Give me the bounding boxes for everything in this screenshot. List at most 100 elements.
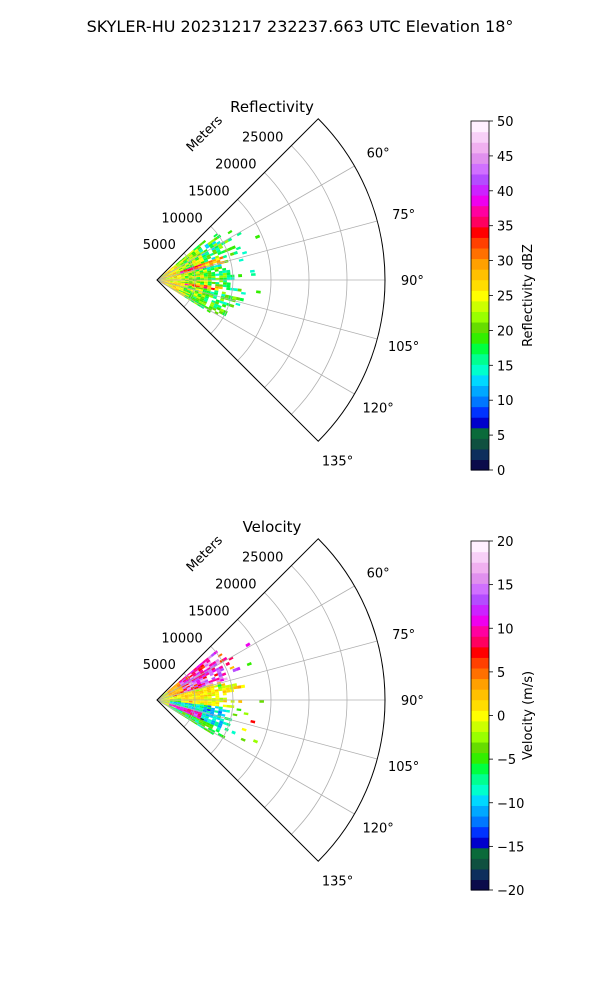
colorbar-swatch — [471, 689, 489, 701]
echo-cell — [169, 686, 174, 690]
echo-cell — [194, 712, 199, 715]
echo-cell — [183, 268, 187, 271]
colorbar-swatch — [471, 142, 489, 154]
echo-cell — [164, 271, 168, 275]
echo-cell — [185, 702, 189, 704]
echo-cell — [233, 250, 238, 255]
echo-cell — [169, 273, 173, 276]
velocity-title: Velocity — [243, 518, 302, 536]
echo-cell — [169, 277, 174, 279]
colorbar-swatch — [471, 794, 489, 806]
echo-cell — [221, 293, 226, 297]
echo-cell — [197, 246, 202, 251]
echo-cell — [188, 272, 193, 275]
range-tick-label: 10000 — [161, 211, 202, 226]
echo-cell — [212, 260, 217, 264]
echo-cell — [201, 659, 207, 664]
echo-cell — [175, 288, 180, 291]
echo-cell — [193, 294, 198, 298]
colorbar-tick-label: 25 — [497, 290, 514, 305]
echo-cell — [197, 683, 202, 687]
echo-cell — [180, 694, 185, 696]
echo-cell — [190, 711, 195, 714]
azimuth-gridline — [156, 220, 378, 281]
echo-cell — [165, 695, 170, 697]
echo-cell — [202, 676, 207, 680]
echo-cell — [206, 288, 211, 292]
echo-cell — [185, 684, 190, 687]
azimuth-gridline — [156, 279, 355, 395]
echo-cell — [207, 256, 212, 260]
azimuth-gridline — [156, 640, 378, 701]
echo-cell — [165, 693, 169, 696]
echo-cell — [166, 700, 170, 701]
colorbar-swatch — [471, 152, 489, 164]
echo-cell — [208, 243, 214, 247]
echo-cell — [195, 708, 200, 711]
echo-cell — [223, 700, 227, 703]
echo-cell — [176, 692, 181, 695]
echo-cell — [195, 691, 200, 694]
echo-cell — [191, 270, 196, 273]
echo-cell — [204, 657, 210, 662]
echo-cell — [185, 697, 189, 699]
echo-cell — [185, 264, 190, 267]
echo-cell — [212, 669, 217, 673]
echo-speckle — [252, 739, 259, 744]
echo-cell — [202, 300, 207, 304]
echo-cell — [222, 272, 227, 276]
echo-cell — [188, 286, 192, 289]
echo-cell — [162, 280, 166, 282]
echo-cell — [196, 680, 201, 684]
echo-cell — [207, 307, 212, 312]
echo-cell — [201, 252, 206, 257]
echo-cell — [182, 267, 187, 270]
echo-cell — [202, 674, 207, 678]
echo-cell — [221, 685, 226, 689]
echo-cell — [188, 706, 192, 709]
echo-cell — [162, 278, 167, 280]
echo-cell — [221, 303, 227, 308]
echo-cell — [170, 687, 174, 691]
echo-cell — [172, 273, 177, 276]
echo-cell — [211, 660, 217, 665]
echo-cell — [193, 262, 198, 266]
echo-cell — [187, 709, 191, 713]
echo-cell — [173, 282, 178, 285]
colorbar-swatch — [471, 541, 489, 553]
echo-cell — [196, 671, 201, 675]
echo-cell — [169, 696, 174, 698]
echo-cell — [183, 707, 188, 710]
echo-cell — [204, 278, 208, 280]
echo-cell — [191, 691, 196, 694]
echo-cell — [169, 282, 174, 284]
echo-cell — [182, 290, 187, 293]
echo-cell — [204, 243, 209, 248]
colorbar-tick-label: −15 — [497, 840, 524, 855]
echo-cell — [188, 253, 192, 257]
colorbar-tick-label: 15 — [497, 579, 514, 594]
echo-speckle — [213, 233, 219, 238]
echo-cell — [173, 697, 178, 699]
echo-cell — [218, 710, 223, 714]
echo-cell — [205, 683, 210, 686]
echo-cell — [197, 303, 202, 307]
echo-cell — [176, 285, 181, 288]
echo-cell — [206, 688, 211, 692]
echo-cell — [176, 270, 180, 273]
echo-cell — [210, 711, 215, 715]
echo-cell — [196, 251, 201, 255]
echo-cell — [177, 278, 182, 280]
echo-cell — [199, 257, 204, 261]
echo-cell — [187, 296, 192, 300]
echo-cell — [208, 305, 213, 310]
echo-cell — [180, 706, 184, 709]
echo-cell — [175, 690, 180, 693]
echo-cell — [198, 720, 203, 724]
azimuth-gridline — [156, 585, 355, 701]
echo-cell — [179, 270, 184, 273]
echo-cell — [188, 691, 192, 694]
echo-cell — [199, 688, 204, 691]
echo-cell — [184, 692, 189, 695]
echo-cell — [204, 261, 209, 265]
